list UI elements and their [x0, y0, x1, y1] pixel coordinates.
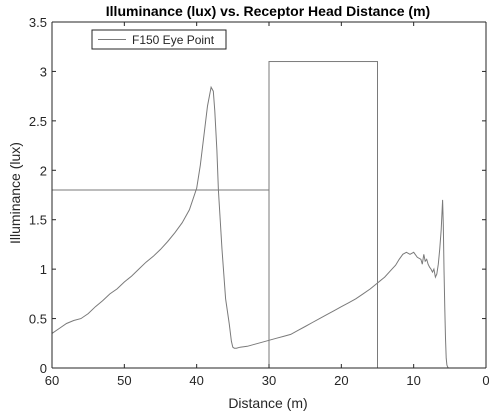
y-tick-label: 1 — [40, 262, 47, 277]
y-tick-label: 2 — [40, 163, 47, 178]
series-line-0 — [51, 85, 450, 369]
y-tick-label: 2.5 — [29, 114, 47, 129]
x-tick-label: 20 — [334, 373, 348, 388]
x-tick-label: 0 — [482, 373, 489, 388]
y-tick-label: 1.5 — [29, 213, 47, 228]
y-tick-label: 3.5 — [29, 15, 47, 30]
x-tick-label: 40 — [189, 373, 203, 388]
y-tick-label: 3 — [40, 64, 47, 79]
x-tick-label: 10 — [406, 373, 420, 388]
x-tick-label: 30 — [262, 373, 276, 388]
y-axis-label: Illuminance (lux) — [7, 142, 23, 244]
y-tick-label: 0.5 — [29, 312, 47, 327]
x-axis: 60 50 40 30 20 10 0 — [45, 22, 489, 388]
y-tick-label: 0 — [40, 361, 47, 376]
x-tick-label: 60 — [45, 373, 59, 388]
chart-title: Illuminance (lux) vs. Receptor Head Dist… — [106, 3, 430, 19]
legend-label: F150 Eye Point — [132, 33, 215, 47]
legend: F150 Eye Point — [91, 29, 227, 50]
y-axis: 0 0.5 1 1.5 2 2.5 3 3.5 — [29, 15, 486, 376]
plot-area — [51, 21, 487, 369]
x-tick-label: 50 — [117, 373, 131, 388]
legend-box — [91, 29, 227, 50]
x-axis-label: Distance (m) — [228, 395, 307, 411]
